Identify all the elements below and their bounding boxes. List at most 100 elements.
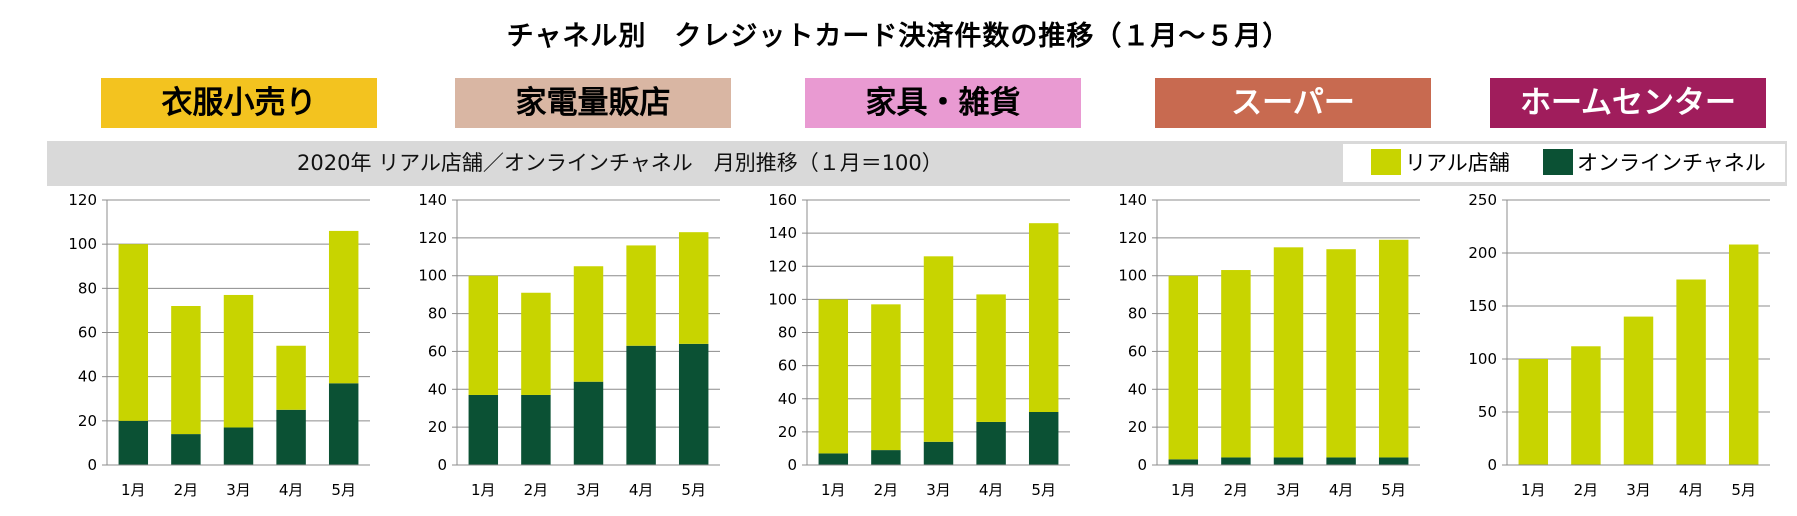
bar-online — [328, 383, 359, 465]
y-tick-label: 60 — [778, 357, 797, 375]
bar-real — [1168, 275, 1199, 460]
y-tick-label: 0 — [1137, 456, 1147, 474]
bar-online — [1028, 412, 1059, 465]
bar-online — [468, 394, 499, 465]
bar-online — [1273, 457, 1304, 465]
x-tick-label: 3月 — [226, 481, 251, 499]
x-tick-label: 5月 — [1381, 481, 1406, 499]
bar-real — [1623, 316, 1654, 465]
bar-real — [1028, 223, 1059, 412]
x-tick-label: 5月 — [1031, 481, 1056, 499]
bar-real — [1221, 270, 1251, 458]
y-tick-label: 150 — [1468, 297, 1497, 315]
category-tag-supermarket: スーパー — [1155, 78, 1431, 128]
bar-real — [1676, 279, 1706, 465]
legend-swatch-online — [1543, 149, 1573, 175]
y-tick-label: 140 — [768, 224, 797, 242]
bar-real — [1326, 249, 1356, 458]
bar-online — [678, 343, 709, 465]
bar-online — [223, 427, 254, 465]
x-tick-label: 4月 — [279, 481, 304, 499]
bar-online — [276, 409, 306, 465]
page-title: チャネル別 クレジットカード決済件数の推移（１月～５月） — [506, 21, 1291, 52]
y-tick-label: 80 — [428, 305, 447, 323]
y-tick-label: 100 — [418, 267, 447, 285]
band-title: 2020年 リアル店舗／オンラインチャネル 月別推移（１月＝100） — [297, 151, 943, 175]
bar-real — [573, 266, 604, 382]
y-tick-label: 140 — [418, 191, 447, 209]
y-tick-label: 120 — [68, 191, 97, 209]
bar-real — [328, 230, 359, 384]
bar-real — [223, 294, 254, 428]
bar-online — [818, 453, 849, 465]
x-tick-label: 5月 — [681, 481, 706, 499]
x-tick-label: 4月 — [1329, 481, 1354, 499]
y-tick-label: 20 — [428, 418, 447, 436]
x-tick-label: 1月 — [471, 481, 496, 499]
y-tick-label: 40 — [428, 380, 447, 398]
y-tick-label: 20 — [78, 412, 97, 430]
y-tick-label: 200 — [1468, 244, 1497, 262]
category-tag-homecenter: ホームセンター — [1490, 78, 1766, 128]
bar-online — [171, 434, 201, 465]
y-tick-label: 0 — [437, 456, 447, 474]
y-tick-label: 120 — [768, 257, 797, 275]
x-tick-label: 5月 — [1731, 481, 1756, 499]
y-tick-label: 60 — [1128, 342, 1147, 360]
bar-real — [171, 306, 201, 435]
y-tick-label: 250 — [1468, 191, 1497, 209]
category-tag-apparel: 衣服小売り — [101, 78, 377, 128]
bar-online — [118, 420, 149, 465]
x-tick-label: 4月 — [629, 481, 654, 499]
chart-svg: 0 20 40 60 80 100 120 140 1月 2月 3月 4月 5月 — [1118, 191, 1420, 499]
y-tick-label: 120 — [1118, 229, 1147, 247]
y-tick-label: 20 — [1128, 418, 1147, 436]
bar-real — [118, 244, 149, 421]
bar-online — [1168, 459, 1199, 465]
x-tick-label: 5月 — [331, 481, 356, 499]
y-tick-label: 80 — [778, 324, 797, 342]
y-tick-label: 50 — [1478, 403, 1497, 421]
y-tick-label: 0 — [787, 456, 797, 474]
chart-furniture: 0 20 40 60 80 100 120 140 160 1月 2月 3月 4月 5月 — [740, 190, 1080, 510]
y-tick-label: 100 — [68, 235, 97, 253]
legend-item-online: オンラインチャネル — [1543, 144, 1766, 182]
bar-real — [678, 232, 709, 344]
x-tick-label: 2月 — [874, 481, 899, 499]
chart-supermarket: 0 20 40 60 80 100 120 140 1月 2月 3月 4月 5月 — [1090, 190, 1430, 510]
bar-real — [871, 304, 901, 451]
y-tick-label: 100 — [768, 290, 797, 308]
y-tick-label: 160 — [768, 191, 797, 209]
x-tick-label: 3月 — [576, 481, 601, 499]
y-tick-label: 40 — [778, 390, 797, 408]
x-tick-label: 1月 — [1171, 481, 1196, 499]
legend-label-real: リアル店舗 — [1405, 151, 1510, 175]
x-tick-label: 4月 — [979, 481, 1004, 499]
x-tick-label: 1月 — [1521, 481, 1546, 499]
bar-online — [573, 381, 604, 465]
y-tick-label: 60 — [78, 324, 97, 342]
chart-svg: 0 20 40 60 80 100 120 140 1月 2月 3月 4月 5月 — [418, 191, 720, 499]
legend: リアル店舗 オンラインチャネル — [1343, 144, 1785, 182]
y-tick-label: 80 — [78, 279, 97, 297]
bar-online — [1378, 457, 1409, 465]
bar-real — [468, 275, 499, 395]
legend-label-online: オンラインチャネル — [1577, 151, 1766, 175]
chart-svg: 0 20 40 60 80 100 120 1月 2月 3月 4月 5月 — [68, 191, 370, 499]
chart-homecenter: 0 50 100 150 200 250 1月 2月 3月 4月 5月 — [1440, 190, 1780, 510]
bar-real — [276, 345, 306, 410]
chart-svg: 0 50 100 150 200 250 1月 2月 3月 4月 5月 — [1468, 191, 1770, 499]
bar-real — [1728, 244, 1759, 465]
bar-real — [1571, 346, 1601, 465]
category-tag-furniture: 家具・雑貨 — [805, 78, 1081, 128]
bar-online — [521, 394, 551, 465]
y-tick-label: 60 — [428, 342, 447, 360]
bar-online — [871, 450, 901, 465]
x-tick-label: 2月 — [174, 481, 199, 499]
y-tick-label: 40 — [78, 368, 97, 386]
bar-online — [1326, 457, 1356, 465]
x-tick-label: 2月 — [1574, 481, 1599, 499]
bar-real — [521, 292, 551, 395]
x-tick-label: 4月 — [1679, 481, 1704, 499]
y-tick-label: 20 — [778, 423, 797, 441]
